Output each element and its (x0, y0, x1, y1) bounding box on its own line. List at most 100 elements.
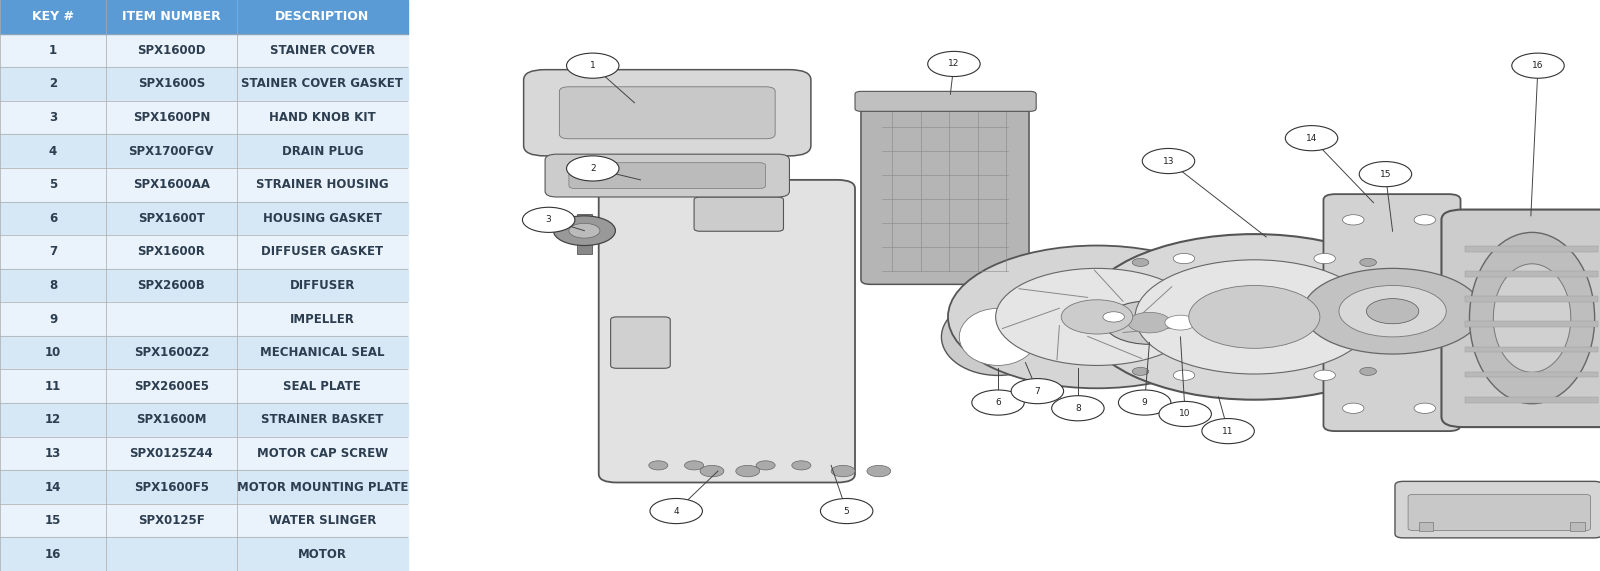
Circle shape (1128, 312, 1171, 333)
FancyBboxPatch shape (570, 163, 766, 188)
Text: MOTOR: MOTOR (298, 548, 347, 561)
Circle shape (1414, 403, 1435, 413)
Circle shape (1150, 308, 1210, 337)
Circle shape (1102, 312, 1125, 322)
Circle shape (757, 461, 774, 470)
Text: 9: 9 (50, 312, 58, 325)
Circle shape (1173, 254, 1195, 264)
FancyBboxPatch shape (854, 91, 1037, 111)
Text: HAND KNOB KIT: HAND KNOB KIT (269, 111, 376, 124)
Text: SPX1600F5: SPX1600F5 (134, 481, 210, 493)
Circle shape (830, 465, 854, 477)
Circle shape (1384, 312, 1406, 322)
Text: SPX2600B: SPX2600B (138, 279, 205, 292)
Circle shape (566, 156, 619, 181)
Text: SPX0125F: SPX0125F (138, 514, 205, 527)
Bar (0, 504, 408, 537)
Circle shape (1051, 396, 1104, 421)
Circle shape (1011, 379, 1064, 404)
Text: 3: 3 (546, 215, 552, 224)
Text: 5: 5 (50, 178, 58, 191)
Bar (1419, 522, 1434, 531)
Bar (0, 67, 408, 100)
Text: 8: 8 (1075, 404, 1080, 413)
Text: 4: 4 (674, 506, 678, 516)
Text: SPX1600PN: SPX1600PN (133, 111, 210, 124)
Bar (578, 214, 592, 254)
Circle shape (947, 246, 1246, 388)
Circle shape (1360, 162, 1411, 187)
FancyBboxPatch shape (694, 197, 784, 231)
Circle shape (1133, 367, 1149, 375)
Text: SPX1600D: SPX1600D (138, 44, 206, 57)
Text: SPX1600Z2: SPX1600Z2 (134, 346, 210, 359)
Circle shape (1133, 259, 1149, 267)
Bar (0, 235, 408, 269)
FancyBboxPatch shape (1442, 210, 1600, 427)
Bar (0, 269, 408, 302)
Ellipse shape (1469, 232, 1595, 404)
Ellipse shape (974, 284, 1093, 367)
Circle shape (685, 461, 704, 470)
Circle shape (1173, 370, 1195, 380)
FancyBboxPatch shape (1323, 194, 1461, 431)
Text: 15: 15 (45, 514, 61, 527)
Text: 13: 13 (45, 447, 61, 460)
Text: 6: 6 (995, 398, 1002, 407)
Text: SPX0125Z44: SPX0125Z44 (130, 447, 213, 460)
Bar (0, 100, 408, 134)
Text: 10: 10 (45, 346, 61, 359)
Circle shape (1414, 215, 1435, 225)
Circle shape (1142, 148, 1195, 174)
Text: WATER SLINGER: WATER SLINGER (269, 514, 376, 527)
Circle shape (1082, 234, 1427, 400)
Text: 9: 9 (1142, 398, 1147, 407)
Text: DESCRIPTION: DESCRIPTION (275, 10, 370, 23)
Circle shape (995, 268, 1198, 365)
Text: MOTOR MOUNTING PLATE: MOTOR MOUNTING PLATE (237, 481, 408, 493)
Circle shape (1158, 401, 1211, 427)
Text: 12: 12 (45, 413, 61, 427)
Circle shape (792, 461, 811, 470)
Text: 4: 4 (50, 144, 58, 158)
Bar (1466, 271, 1598, 277)
FancyBboxPatch shape (523, 70, 811, 156)
Bar (1466, 372, 1598, 377)
Circle shape (1134, 260, 1373, 374)
Ellipse shape (941, 298, 1054, 376)
Text: STRAINER HOUSING: STRAINER HOUSING (256, 178, 389, 191)
FancyBboxPatch shape (598, 180, 854, 482)
Circle shape (570, 223, 600, 238)
Text: 2: 2 (50, 78, 58, 90)
Circle shape (1061, 300, 1133, 334)
Circle shape (1285, 126, 1338, 151)
Text: STRAINER BASKET: STRAINER BASKET (261, 413, 384, 427)
Text: SPX2600E5: SPX2600E5 (134, 380, 210, 393)
Bar (0, 168, 408, 202)
Bar (0, 0, 408, 34)
Circle shape (523, 207, 574, 232)
Bar (0, 302, 408, 336)
Text: SPX1600M: SPX1600M (136, 413, 206, 427)
Circle shape (554, 216, 616, 246)
Text: 6: 6 (50, 212, 58, 225)
Bar (0, 202, 408, 235)
Text: 1: 1 (590, 61, 595, 70)
Bar (1570, 522, 1584, 531)
Text: SPX1600R: SPX1600R (138, 246, 205, 259)
Text: STAINER COVER GASKET: STAINER COVER GASKET (242, 78, 403, 90)
Text: 10: 10 (1179, 409, 1190, 419)
Bar (1466, 296, 1598, 302)
Circle shape (1512, 53, 1565, 78)
Ellipse shape (990, 294, 1077, 357)
Text: STAINER COVER: STAINER COVER (270, 44, 374, 57)
Text: 13: 13 (1163, 156, 1174, 166)
Text: 7: 7 (50, 246, 58, 259)
Bar (1466, 321, 1598, 327)
Bar (0, 369, 408, 403)
Text: 16: 16 (45, 548, 61, 561)
Text: 14: 14 (1306, 134, 1317, 143)
Circle shape (971, 390, 1024, 415)
Circle shape (1202, 419, 1254, 444)
Circle shape (648, 461, 667, 470)
